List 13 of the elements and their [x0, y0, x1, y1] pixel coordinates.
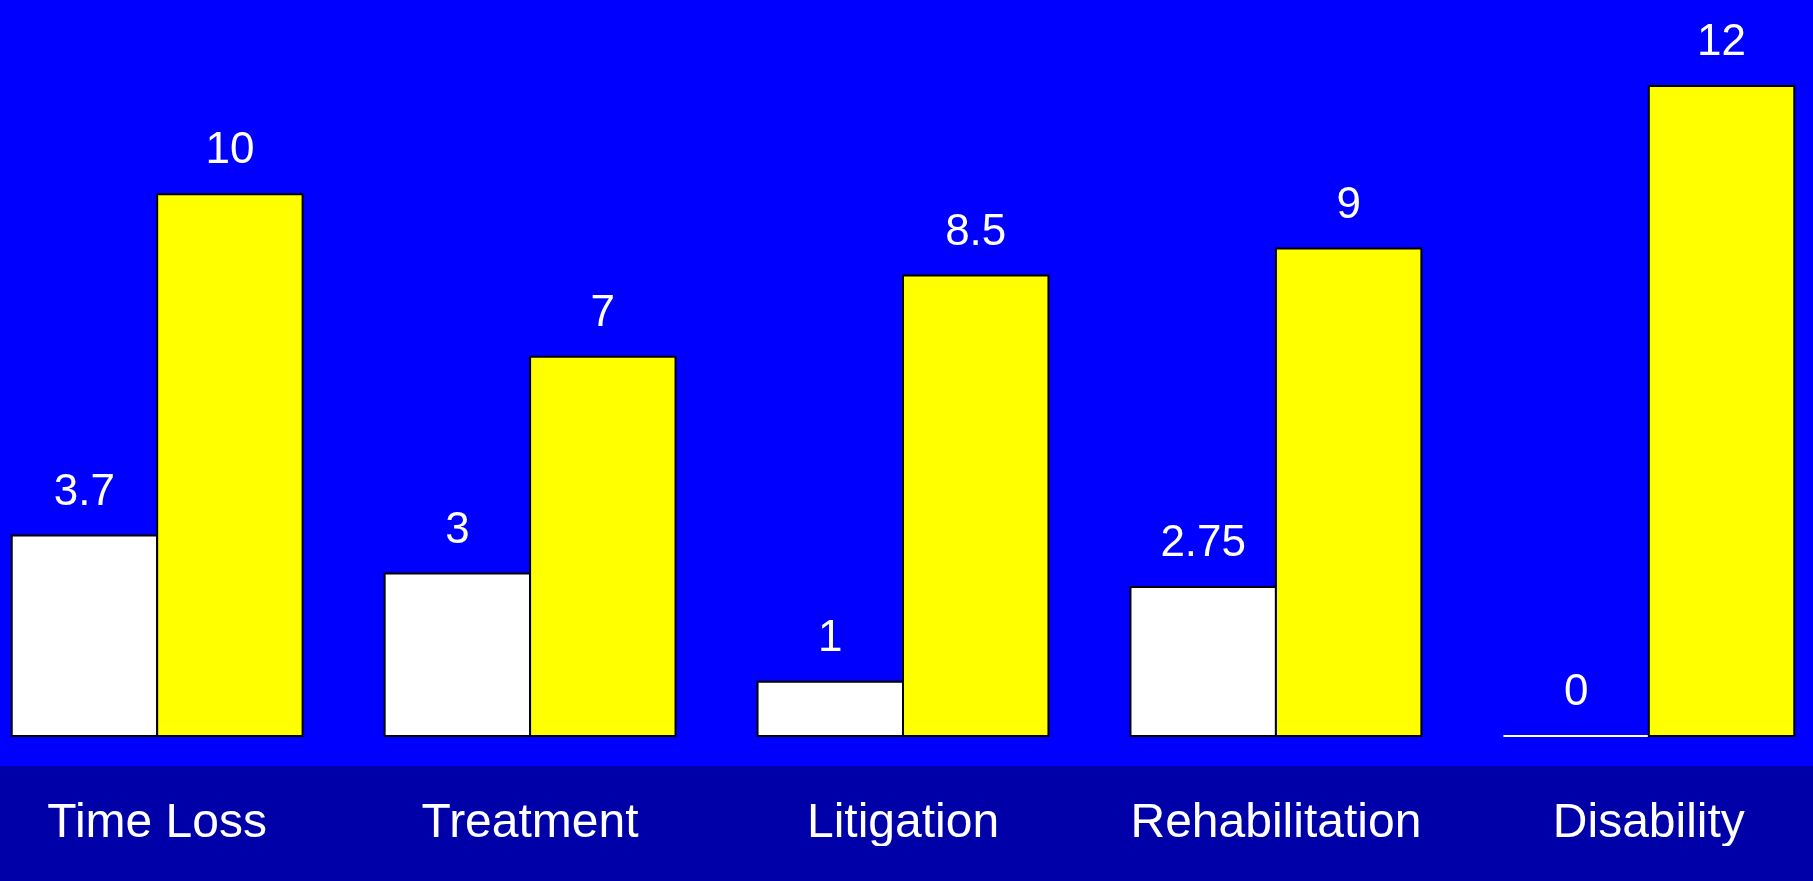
x-tick-label: Treatment	[421, 793, 639, 847]
data-label: 8.5	[945, 204, 1007, 254]
data-label: 2.75	[1160, 516, 1247, 566]
data-label: 3	[445, 502, 470, 552]
data-label: 0	[1563, 665, 1589, 714]
data-label: 9	[1336, 177, 1361, 227]
data-label: 12	[1697, 15, 1747, 64]
data-label: 7	[590, 285, 616, 335]
data-label: 3.7	[53, 464, 116, 514]
x-tick-label: Rehabilitation	[1130, 793, 1422, 847]
data-label: 1	[818, 610, 843, 660]
x-tick-label: Time Loss	[47, 793, 267, 847]
data-label: 10	[205, 123, 255, 173]
